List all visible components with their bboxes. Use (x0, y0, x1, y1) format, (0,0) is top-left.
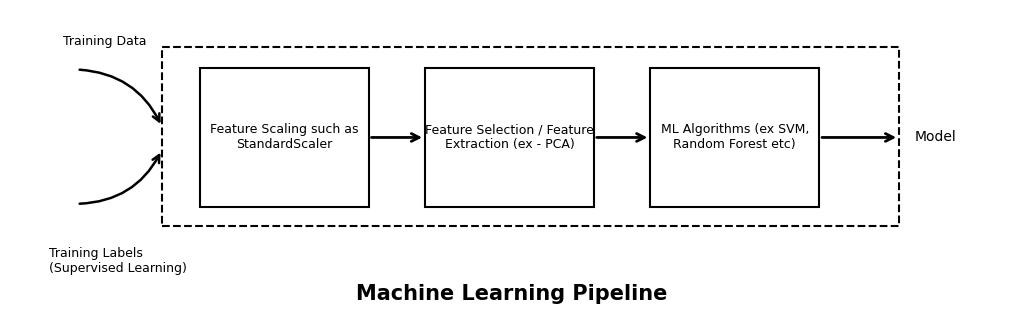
Text: Training Data: Training Data (63, 34, 147, 48)
Bar (162, 47, 899, 226)
Text: Feature Scaling such as
StandardScaler: Feature Scaling such as StandardScaler (210, 124, 358, 151)
Bar (650, 68, 819, 207)
Text: Machine Learning Pipeline: Machine Learning Pipeline (356, 284, 668, 304)
Bar (200, 68, 369, 207)
Text: Training Labels
(Supervised Learning): Training Labels (Supervised Learning) (49, 247, 187, 275)
Text: ML Algorithms (ex SVM,
Random Forest etc): ML Algorithms (ex SVM, Random Forest etc… (660, 124, 809, 151)
Text: Model: Model (914, 131, 956, 144)
Text: Feature Selection / Feature
Extraction (ex - PCA): Feature Selection / Feature Extraction (… (425, 124, 594, 151)
Bar (425, 68, 594, 207)
